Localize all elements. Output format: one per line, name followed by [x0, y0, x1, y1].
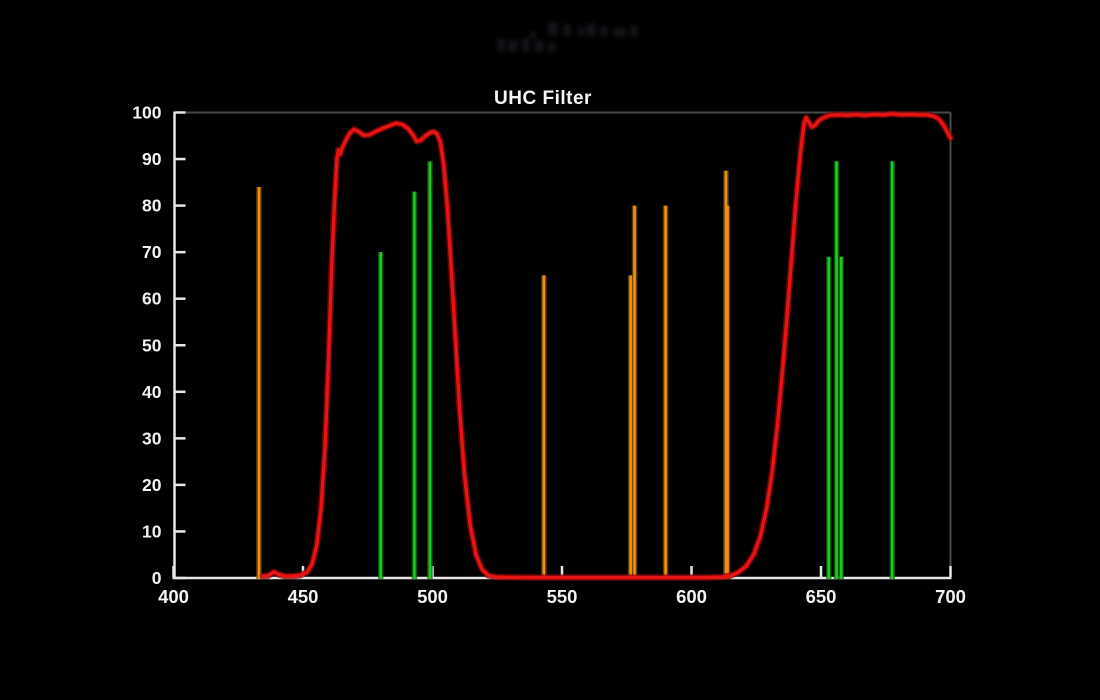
y-tick-label: 90: [142, 149, 162, 169]
faint-watermark-mark: [548, 22, 558, 36]
y-tick-label: 0: [152, 568, 162, 588]
y-tick-label: 40: [142, 382, 162, 402]
faint-watermark-mark: [586, 24, 596, 36]
faint-watermark-mark: [600, 26, 608, 36]
x-tick-label: 550: [547, 586, 578, 607]
x-tick-label: 650: [806, 586, 837, 607]
chart-title: UHC Filter: [494, 88, 592, 109]
transmission-curve: [261, 112, 953, 580]
x-tick-label: 400: [158, 586, 189, 607]
x-tick-label: 500: [417, 586, 448, 607]
faint-watermark-mark: [530, 31, 536, 39]
y-tick-label: 30: [142, 428, 162, 448]
x-tick-label: 700: [935, 586, 966, 607]
transmission-curve-glow: [259, 110, 954, 581]
x-tick-label: 600: [676, 586, 707, 607]
x-tick-label: 450: [288, 586, 319, 607]
y-tick-label: 80: [142, 196, 162, 216]
y-tick-label: 60: [142, 289, 162, 309]
y-tick-label: 10: [142, 521, 162, 541]
faint-watermark-mark: [630, 25, 638, 37]
y-tick-label: 70: [142, 242, 162, 262]
y-tick-label: 20: [142, 475, 162, 495]
y-tick-label: 50: [142, 335, 162, 355]
faint-watermark-mark: [497, 38, 505, 52]
faint-watermark-mark: [578, 26, 584, 36]
faint-watermark-mark: [534, 40, 544, 52]
faint-watermark-mark: [508, 40, 518, 52]
faint-watermark-mark: [613, 28, 627, 37]
faint-watermark-mark: [522, 38, 530, 52]
faint-watermark-mark: [563, 24, 571, 36]
y-tick-label: 100: [132, 103, 161, 123]
faint-watermark-mark: [548, 42, 556, 52]
